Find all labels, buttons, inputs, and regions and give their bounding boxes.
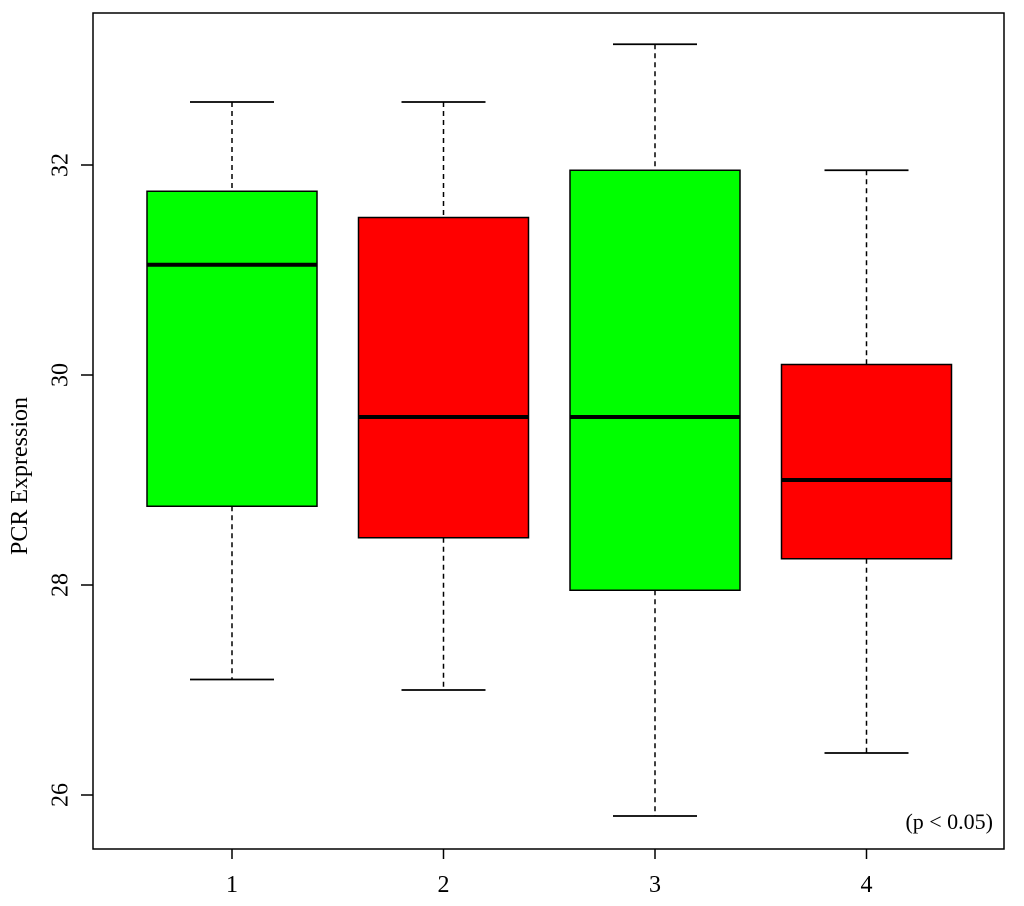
box-group-1 xyxy=(146,101,318,681)
iqr-box-3 xyxy=(569,169,741,591)
box-group-2 xyxy=(357,101,530,691)
x-tick-label-4: 4 xyxy=(861,872,873,898)
plot-frame xyxy=(92,12,1005,850)
iqr-box-4 xyxy=(780,363,953,560)
x-tick-label-2: 2 xyxy=(438,872,450,898)
y-tick-label-30: 30 xyxy=(48,363,74,387)
x-tick-label-1: 1 xyxy=(226,872,238,898)
p-value-annotation: (p < 0.05) xyxy=(905,809,993,834)
y-tick-label-28: 28 xyxy=(48,573,74,597)
box-group-3 xyxy=(569,43,741,817)
iqr-box-1 xyxy=(146,190,318,507)
y-tick-label-32: 32 xyxy=(48,153,74,177)
x-tick-label-3: 3 xyxy=(649,872,661,898)
y-axis: 26 28 30 32 xyxy=(48,153,93,807)
boxes xyxy=(146,43,953,817)
iqr-box-2 xyxy=(357,216,530,539)
x-axis: 1 2 3 4 xyxy=(226,849,873,898)
box-group-4 xyxy=(780,169,953,754)
y-axis-label: PCR Expression xyxy=(7,397,33,555)
y-tick-label-26: 26 xyxy=(48,783,74,807)
